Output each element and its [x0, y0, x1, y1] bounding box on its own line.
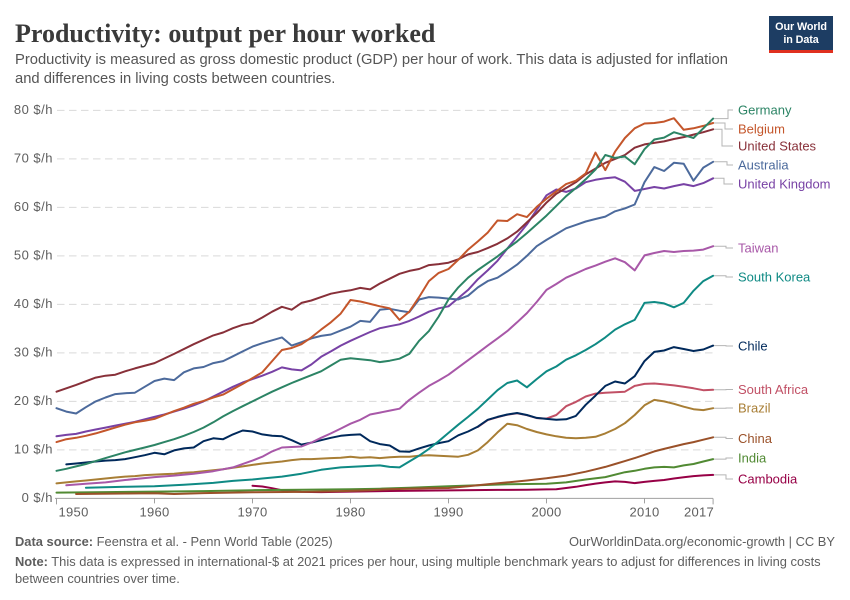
svg-text:India: India	[738, 451, 767, 466]
svg-text:Cambodia: Cambodia	[738, 472, 798, 487]
svg-text:1980: 1980	[335, 505, 365, 520]
svg-text:10 $/h: 10 $/h	[14, 441, 53, 456]
svg-text:South Korea: South Korea	[738, 270, 811, 285]
svg-text:0 $/h: 0 $/h	[22, 490, 53, 505]
svg-text:1990: 1990	[433, 505, 463, 520]
svg-text:20 $/h: 20 $/h	[14, 393, 53, 408]
svg-text:Belgium: Belgium	[738, 122, 785, 137]
svg-text:Australia: Australia	[738, 158, 789, 173]
svg-text:70 $/h: 70 $/h	[14, 150, 53, 165]
svg-text:60 $/h: 60 $/h	[14, 199, 53, 214]
svg-text:2000: 2000	[531, 505, 561, 520]
svg-text:1970: 1970	[237, 505, 267, 520]
svg-text:30 $/h: 30 $/h	[14, 344, 53, 359]
svg-text:Germany: Germany	[738, 103, 792, 118]
svg-text:Brazil: Brazil	[738, 401, 771, 416]
svg-text:1950: 1950	[59, 505, 89, 520]
svg-text:50 $/h: 50 $/h	[14, 247, 53, 262]
svg-text:China: China	[738, 431, 773, 446]
svg-text:United States: United States	[738, 139, 817, 154]
svg-text:40 $/h: 40 $/h	[14, 296, 53, 311]
svg-text:Chile: Chile	[738, 339, 768, 354]
svg-text:2010: 2010	[629, 505, 659, 520]
svg-text:80 $/h: 80 $/h	[14, 102, 53, 117]
svg-text:1960: 1960	[139, 505, 169, 520]
svg-text:Taiwan: Taiwan	[738, 241, 778, 256]
svg-text:South Africa: South Africa	[738, 382, 809, 397]
svg-text:United Kingdom: United Kingdom	[738, 177, 831, 192]
svg-text:2017: 2017	[684, 505, 714, 520]
